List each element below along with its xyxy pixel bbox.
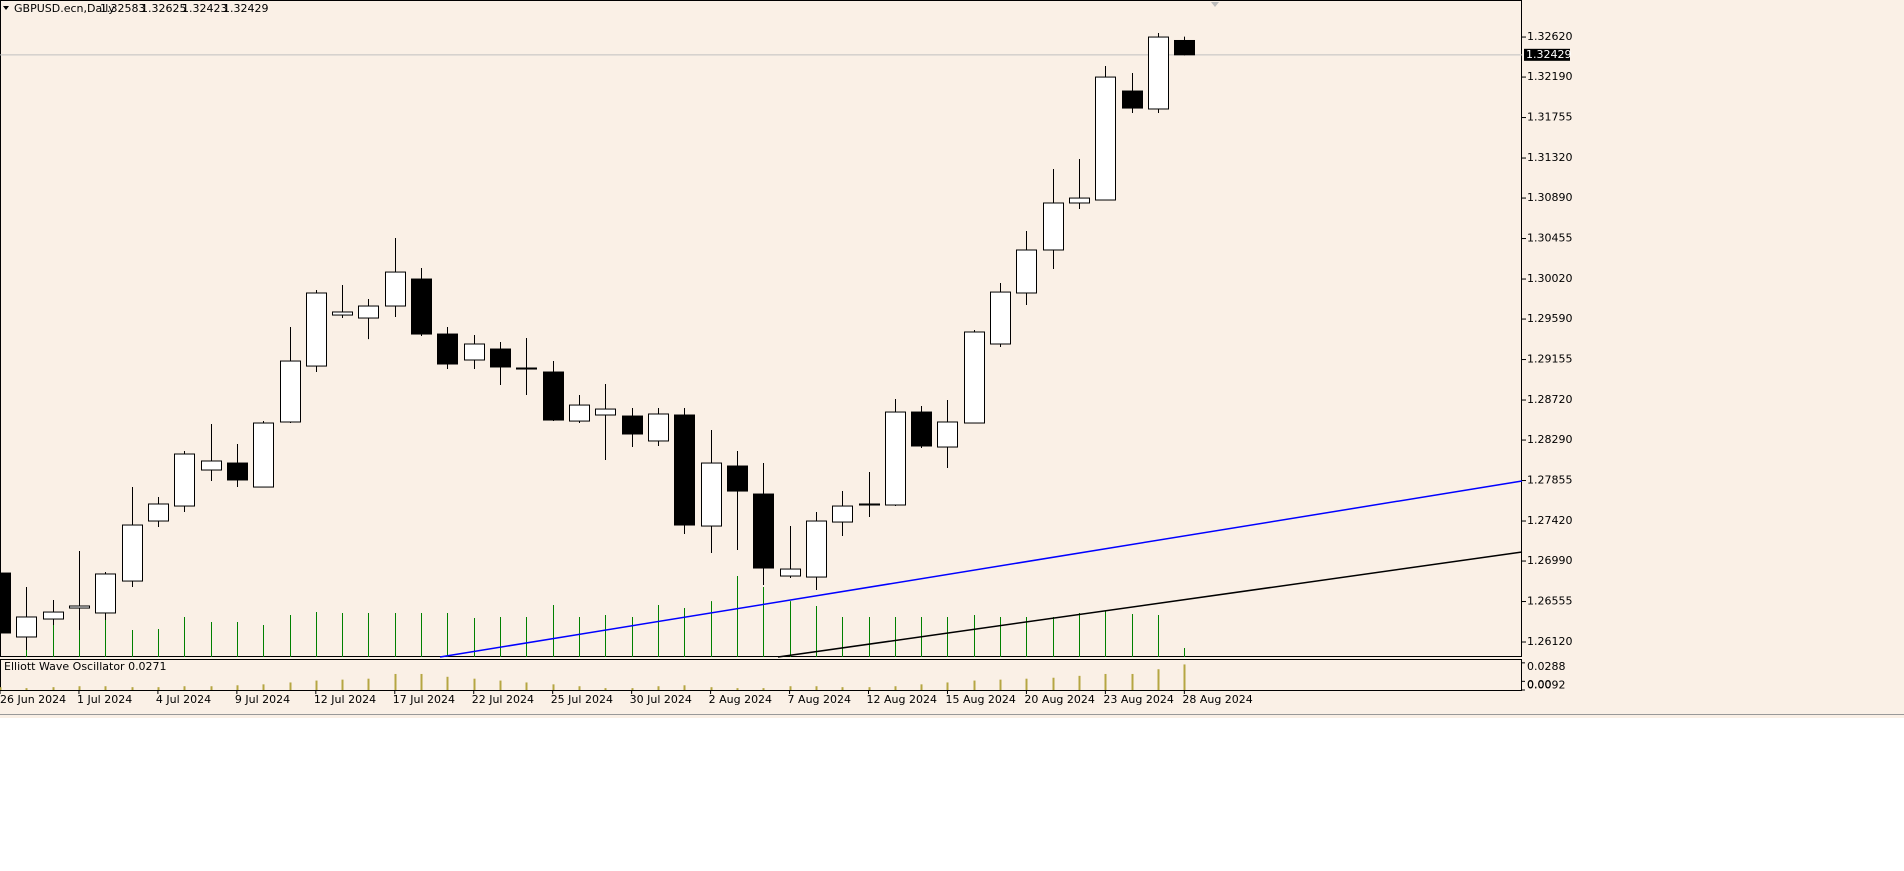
x-tick-label: 7 Aug 2024 — [788, 693, 851, 706]
candle-body — [543, 371, 564, 421]
candle-body — [648, 413, 669, 442]
header-value: 1.32625 — [141, 2, 187, 15]
candle-body — [832, 505, 853, 523]
menu-triangle[interactable] — [3, 6, 9, 10]
candle-body — [16, 616, 37, 638]
x-tick-label: 1 Jul 2024 — [77, 693, 132, 706]
header-value: 1.32423 — [182, 2, 228, 15]
candle-body — [332, 311, 353, 316]
chart-background — [0, 0, 1904, 718]
candle-body — [253, 422, 274, 488]
trendline — [439, 480, 1523, 658]
candle-body — [43, 611, 64, 620]
candle-body — [490, 348, 511, 368]
candle-body — [306, 292, 327, 367]
main-frame — [0, 0, 1522, 657]
osc-tick-label: 0.0092 — [1527, 678, 1566, 691]
candle-body — [780, 568, 801, 577]
candle-body — [753, 493, 774, 569]
chart-title: GBPUSD.ecn,Daily — [14, 2, 115, 15]
candle-body — [1043, 202, 1064, 251]
y-tick-label: 1.30020 — [1527, 272, 1573, 285]
y-tick-label: 1.32190 — [1527, 70, 1573, 83]
candle-body — [411, 278, 432, 335]
candle-body — [516, 367, 537, 370]
x-tick-label: 22 Jul 2024 — [472, 693, 534, 706]
y-tick-label: 1.26990 — [1527, 554, 1573, 567]
x-tick-label: 17 Jul 2024 — [393, 693, 455, 706]
candle-body — [1174, 39, 1195, 56]
candle-body — [727, 465, 748, 492]
candle-body — [0, 572, 11, 634]
osc-tick-label: 0.00 — [1527, 678, 1552, 691]
x-tick-label: 4 Jul 2024 — [156, 693, 211, 706]
y-tick-label: 1.32620 — [1527, 30, 1573, 43]
x-tick-label: 30 Jul 2024 — [630, 693, 692, 706]
candle-body — [701, 462, 722, 527]
x-tick-label: 26 Jun 2024 — [0, 693, 66, 706]
x-tick-label: 2 Aug 2024 — [709, 693, 772, 706]
y-tick-label: 1.28290 — [1527, 433, 1573, 446]
candle-body — [1016, 249, 1037, 294]
y-tick-label: 1.31755 — [1527, 111, 1573, 124]
y-tick-label: 1.29590 — [1527, 312, 1573, 325]
x-tick-label: 28 Aug 2024 — [1182, 693, 1252, 706]
y-tick-label: 1.30455 — [1527, 232, 1573, 245]
candle-body — [280, 360, 301, 423]
candle-body — [227, 462, 248, 481]
candle-body — [595, 408, 616, 416]
candle-body — [1095, 76, 1116, 201]
candle-body — [122, 524, 143, 582]
candle-body — [69, 605, 90, 609]
y-tick-label: 1.27420 — [1527, 514, 1573, 527]
candle-body — [1148, 36, 1169, 110]
y-tick-label: 1.26555 — [1527, 595, 1573, 608]
oscillator-title: Elliott Wave Oscillator 0.0271 — [4, 660, 167, 673]
candle-body — [937, 421, 958, 448]
candle-body — [358, 305, 379, 319]
x-tick-label: 12 Jul 2024 — [314, 693, 376, 706]
osc-tick-label: 0.0288 — [1527, 660, 1566, 673]
candle-body — [1122, 90, 1143, 109]
y-tick-label: 1.27855 — [1527, 474, 1573, 487]
y-tick-label: 1.28720 — [1527, 393, 1573, 406]
header-value: 1.32429 — [223, 2, 269, 15]
last-price-box — [1524, 48, 1570, 61]
candle-body — [201, 460, 222, 471]
x-tick-label: 12 Aug 2024 — [867, 693, 937, 706]
candle-body — [674, 414, 695, 526]
last-price-label: 1.32429 — [1526, 48, 1572, 61]
x-tick-label: 15 Aug 2024 — [945, 693, 1015, 706]
x-tick-label: 9 Jul 2024 — [235, 693, 290, 706]
y-tick-label: 1.26120 — [1527, 635, 1573, 648]
candle-body — [1069, 197, 1090, 204]
candle-body — [990, 291, 1011, 345]
y-tick-label: 1.29155 — [1527, 353, 1573, 366]
candle-body — [911, 411, 932, 447]
candle-body — [148, 503, 169, 522]
y-tick-label: 1.31320 — [1527, 151, 1573, 164]
candle-body — [964, 331, 985, 424]
candle-body — [174, 453, 195, 507]
trendline — [777, 551, 1523, 658]
candle-body — [437, 333, 458, 365]
y-tick-label: 1.30890 — [1527, 191, 1573, 204]
candle-body — [885, 411, 906, 506]
candle-body — [806, 520, 827, 578]
oscillator-frame — [0, 659, 1522, 691]
shift-marker — [1211, 2, 1219, 7]
candle-body — [385, 271, 406, 307]
x-tick-label: 20 Aug 2024 — [1024, 693, 1094, 706]
header-value: 1.32583 — [100, 2, 146, 15]
candle-body — [859, 503, 880, 506]
x-tick-label: 23 Aug 2024 — [1103, 693, 1173, 706]
candle-body — [622, 415, 643, 435]
candle-body — [95, 573, 116, 614]
candle-body — [464, 343, 485, 361]
candle-body — [569, 404, 590, 422]
x-tick-label: 25 Jul 2024 — [551, 693, 613, 706]
